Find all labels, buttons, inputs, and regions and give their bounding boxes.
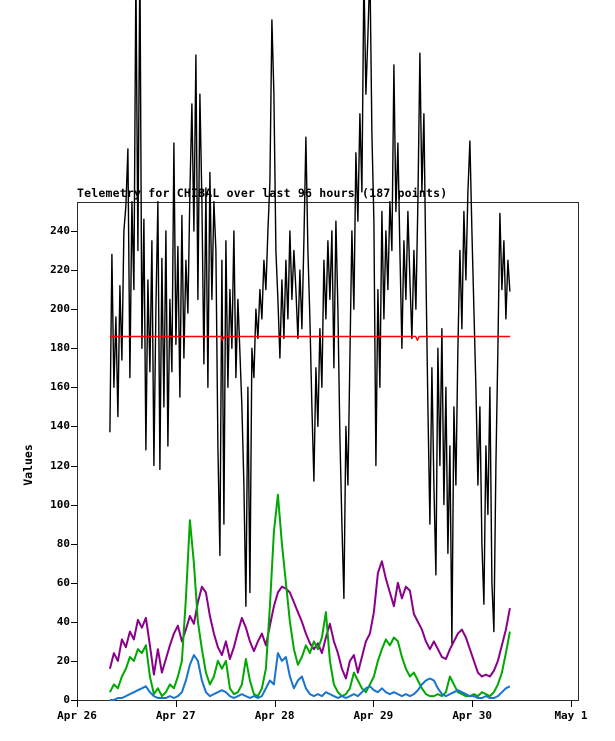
- x-tick-label: Apr 27: [155, 709, 196, 722]
- y-tick-label: 200: [50, 302, 70, 316]
- x-tick-label: May 1: [554, 709, 588, 722]
- plot-frame: [77, 202, 579, 701]
- y-tick-label: 20: [56, 653, 70, 667]
- series-blue-line: [109, 652, 511, 701]
- y-tick-label: 0: [63, 693, 70, 706]
- x-tick-label: Apr 30: [452, 709, 493, 722]
- series-black-line: [109, 0, 511, 644]
- y-tick-label: 40: [56, 614, 70, 628]
- x-tick-label: Apr 28: [254, 709, 295, 722]
- y-tick-label: 80: [56, 536, 70, 550]
- y-tick-label: 100: [50, 497, 70, 511]
- series-green-line: [109, 493, 511, 698]
- x-tick-label: Apr 26: [57, 709, 97, 722]
- y-tick-label: 160: [50, 380, 70, 394]
- y-tick-label: 120: [50, 458, 70, 472]
- x-tick-label: Apr 29: [353, 709, 394, 722]
- y-tick-label: 60: [56, 575, 70, 589]
- y-tick-label: 220: [50, 263, 70, 277]
- series-purple-line: [108, 560, 511, 680]
- y-tick-label: 240: [50, 224, 70, 237]
- y-tick-label: 140: [50, 419, 70, 433]
- series-red-threshold-line: [109, 335, 511, 342]
- y-tick-label: 180: [50, 341, 70, 355]
